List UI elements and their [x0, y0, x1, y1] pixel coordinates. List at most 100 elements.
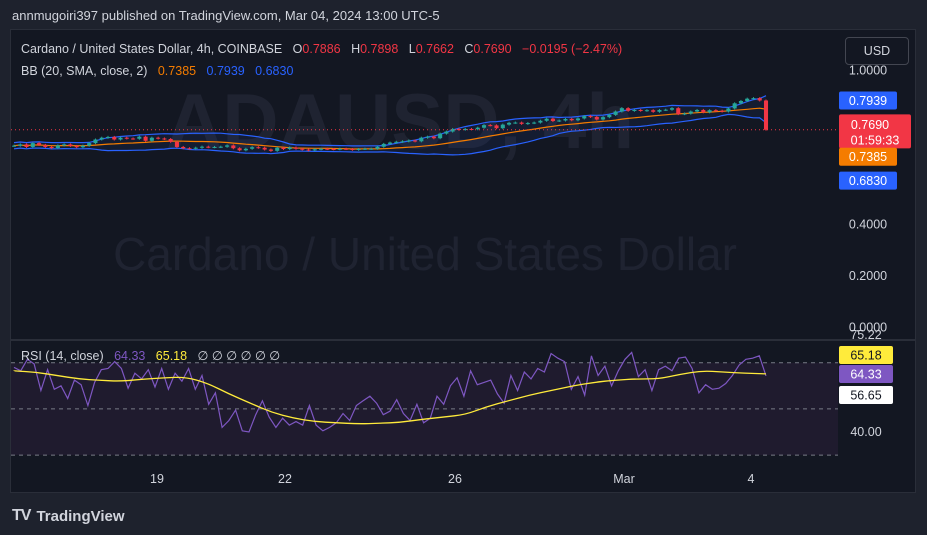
x-axis-label: Mar: [613, 472, 635, 486]
candle-body: [231, 145, 236, 149]
candle-body: [588, 116, 593, 118]
candle-body: [74, 145, 79, 148]
candle-body: [24, 144, 29, 147]
candle-body: [87, 143, 92, 146]
candle-body: [37, 143, 42, 145]
tradingview-brand[interactable]: TV TradingView: [12, 507, 125, 525]
price-axis-tick: 1.0000: [849, 63, 887, 77]
candle-body: [112, 136, 117, 140]
rsi-background-band: [11, 362, 838, 456]
rsi-legend[interactable]: RSI (14, close) 64.33 65.18 ∅ ∅ ∅ ∅ ∅ ∅: [21, 348, 280, 363]
candle-body: [281, 147, 286, 150]
candle-body: [713, 110, 718, 112]
bb-legend[interactable]: BB (20, SMA, close, 2) 0.7385 0.7939 0.6…: [21, 64, 293, 78]
rsi-ma-value: 65.18: [155, 349, 188, 363]
candle-body: [93, 139, 98, 144]
bb-basis-line: [13, 107, 767, 150]
rsi-value: 64.33: [114, 349, 146, 363]
candle-body: [450, 128, 455, 132]
close-value: 0.7690: [473, 42, 512, 56]
candle-body: [381, 143, 386, 147]
candle-body: [444, 131, 449, 134]
rsi-tag: 64.33: [850, 368, 881, 382]
candle-body: [181, 146, 186, 149]
candle-body: [30, 143, 35, 147]
candle-body: [419, 137, 424, 142]
rsi-axis-tick: 40.00: [850, 425, 881, 439]
candle-body: [707, 110, 712, 113]
candle-body: [751, 98, 756, 100]
open-value: 0.7886: [302, 42, 341, 56]
price-axis-tick: 0.4000: [849, 218, 887, 232]
high-value: 0.7898: [360, 42, 399, 56]
candle-body: [18, 144, 23, 146]
x-axis-label: 26: [448, 472, 462, 486]
candle-body: [369, 148, 374, 150]
bb-upper-value: 0.7939: [206, 64, 245, 78]
candle-body: [657, 109, 662, 112]
candle-body: [131, 138, 136, 140]
candle-body: [337, 148, 342, 150]
rsi-tag-bg: [839, 365, 893, 383]
candle-body: [425, 136, 430, 138]
candle-body: [525, 123, 530, 125]
candle-body: [68, 144, 73, 146]
x-axis-label: 19: [150, 472, 164, 486]
bb-basis-value: 0.7385: [157, 64, 197, 78]
candle-body: [701, 109, 706, 113]
candle-body: [431, 136, 436, 139]
candle-body: [218, 146, 223, 148]
candle-body: [669, 108, 675, 110]
candle-body: [137, 136, 142, 139]
candle-body: [243, 148, 248, 151]
candle-body: [199, 146, 205, 148]
watermark-ticker: ADAUSD, 4h: [166, 77, 634, 165]
high-label: H: [351, 42, 361, 56]
candle-body: [193, 147, 198, 149]
candle-body: [519, 122, 524, 124]
bb-upper-tag: 0.7939: [849, 94, 887, 108]
candle-body: [149, 137, 154, 141]
rsi-ma-line: [13, 370, 767, 425]
candle-body: [607, 114, 612, 118]
candle-body: [745, 98, 750, 101]
candle-body: [757, 98, 762, 101]
close-price-tag: 0.7690: [851, 118, 889, 132]
bb-fill: [14, 95, 766, 155]
low-label: L: [408, 42, 416, 56]
candle-body: [676, 108, 681, 115]
x-axis-label: 4: [748, 472, 755, 486]
rsi-line: [13, 351, 767, 433]
candle-body: [594, 116, 599, 120]
candle-body: [488, 125, 493, 127]
candle-body: [168, 139, 173, 142]
currency-button[interactable]: USD: [845, 37, 909, 65]
candle-body: [212, 146, 217, 148]
candle-body: [287, 147, 292, 150]
price-axis-tick: 0.0000: [849, 320, 887, 334]
candle-body: [582, 116, 587, 119]
rsi-extra-values: ∅ ∅ ∅ ∅ ∅ ∅: [197, 349, 281, 363]
bb-basis-tag-bg: [839, 147, 897, 166]
rsi-56-tag-bg: [839, 386, 893, 404]
candle-body: [720, 110, 725, 112]
candle-body: [475, 127, 480, 130]
bb-lower-tag: 0.6830: [849, 174, 887, 188]
candle-body: [494, 125, 499, 129]
brand-name: TradingView: [36, 507, 125, 525]
candle-body: [632, 109, 637, 111]
candle-body: [732, 103, 737, 109]
bb-upper-tag-bg: [839, 91, 897, 110]
candle-body: [325, 148, 330, 150]
bb-lower-value: 0.6830: [255, 64, 294, 78]
candle-body: [319, 148, 324, 150]
candle-body: [507, 122, 512, 125]
rsi-ma-tag-bg: [839, 346, 893, 364]
candle-body: [387, 142, 393, 144]
candle-body: [644, 110, 649, 112]
candle-body: [206, 146, 211, 148]
candle-body: [312, 149, 317, 151]
candle-body: [663, 109, 668, 111]
candle-body: [262, 147, 267, 150]
